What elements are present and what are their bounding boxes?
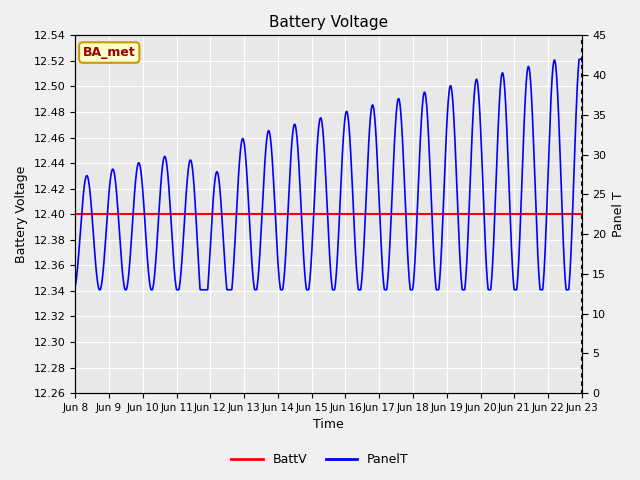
PanelT [95, 287, 103, 293]
PanelT [305, 287, 312, 293]
PanelT [72, 283, 79, 289]
BattV [72, 211, 79, 217]
PanelT [575, 56, 583, 62]
PanelT [578, 59, 586, 64]
Text: BA_met: BA_met [83, 46, 136, 59]
PanelT [97, 283, 105, 288]
BattV [105, 211, 113, 217]
PanelT [318, 119, 326, 125]
X-axis label: Time: Time [313, 419, 344, 432]
PanelT [564, 287, 572, 293]
PanelT [470, 89, 478, 95]
PanelT [563, 287, 571, 293]
Legend: BattV, PanelT: BattV, PanelT [227, 448, 413, 471]
Y-axis label: Panel T: Panel T [612, 192, 625, 237]
Y-axis label: Battery Voltage: Battery Voltage [15, 166, 28, 263]
Title: Battery Voltage: Battery Voltage [269, 15, 388, 30]
Line: PanelT: PanelT [76, 59, 582, 290]
